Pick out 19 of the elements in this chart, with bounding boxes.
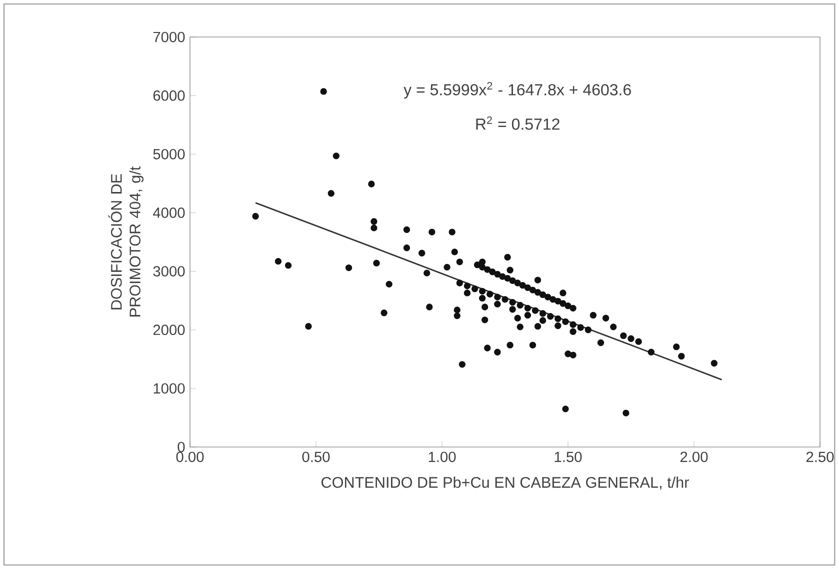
y-tick-label: 6000: [153, 90, 185, 101]
y-tick-label: 4000: [153, 208, 185, 218]
x-tick-label: 2.00: [680, 452, 708, 462]
y-tick-label: 0: [178, 442, 185, 452]
x-tick-label: 0.00: [176, 452, 204, 462]
x-axis-title: CONTENIDO DE Pb+Cu EN CABEZA GENERAL, t/hr: [322, 476, 689, 490]
y-tick-label: 1000: [154, 383, 185, 394]
x-tick-label: 0.50: [302, 452, 330, 462]
y-tick-label: 5000: [153, 148, 185, 160]
y-axis-title: DOSIFICACIÓN DE PROIMOTOR 404, g/t: [108, 166, 144, 316]
y-tick-label: 3000: [153, 266, 185, 276]
x-tick-label: 1.00: [428, 452, 456, 462]
x-tick-label: 1.50: [554, 452, 582, 462]
x-tick-label: 2.50: [806, 452, 834, 462]
y-tick-label: 7000: [153, 32, 185, 42]
line-series: [254, 202, 722, 380]
annotation: R$^{2}$ = 0.5712: [476, 116, 560, 130]
annotation: y = 5.5999x$^{2}$ - 1647.8x + 4603.6: [404, 82, 631, 99]
y-tick-label: 2000: [153, 324, 185, 336]
